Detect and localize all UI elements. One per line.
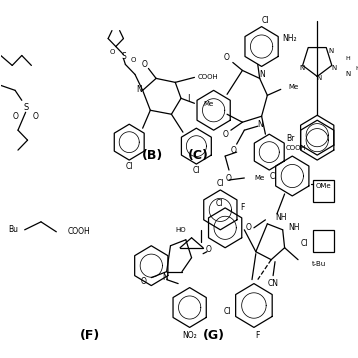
Text: (F): (F) xyxy=(80,329,100,342)
Text: O: O xyxy=(142,60,147,69)
Text: NH₂: NH₂ xyxy=(283,34,297,43)
Text: (B): (B) xyxy=(142,149,163,161)
Text: O: O xyxy=(222,130,228,139)
Text: Me: Me xyxy=(289,84,299,90)
Text: COOH: COOH xyxy=(198,74,218,81)
Text: Cl: Cl xyxy=(217,179,224,188)
Text: O: O xyxy=(109,49,115,55)
Text: S: S xyxy=(23,103,28,112)
Text: Cl: Cl xyxy=(300,239,308,248)
Text: I: I xyxy=(188,94,190,103)
Text: H: H xyxy=(355,66,358,71)
Bar xyxy=(313,180,334,202)
Text: COOH: COOH xyxy=(286,145,306,151)
Text: F: F xyxy=(240,203,245,212)
Text: HO: HO xyxy=(175,227,186,233)
Text: N: N xyxy=(328,48,333,53)
Text: O: O xyxy=(224,53,230,62)
Text: Cl: Cl xyxy=(193,165,200,175)
Text: NH: NH xyxy=(289,223,300,232)
Text: N: N xyxy=(332,66,337,72)
Text: NH: NH xyxy=(275,213,286,222)
Text: Bu: Bu xyxy=(8,225,18,234)
Text: N: N xyxy=(345,71,350,77)
Bar xyxy=(313,230,334,252)
Text: H: H xyxy=(345,56,350,61)
Text: OMe: OMe xyxy=(315,183,331,189)
Text: Cl: Cl xyxy=(262,16,269,25)
Text: t-Bu: t-Bu xyxy=(311,261,326,267)
Text: Me: Me xyxy=(254,175,264,181)
Text: N: N xyxy=(162,273,168,282)
Text: (G): (G) xyxy=(203,329,224,342)
Text: O: O xyxy=(245,223,251,232)
Text: CN: CN xyxy=(267,279,279,288)
Text: Cl: Cl xyxy=(216,199,223,208)
Text: N: N xyxy=(316,76,322,81)
Text: O: O xyxy=(231,146,237,155)
Text: Me: Me xyxy=(203,101,213,107)
Text: Cl: Cl xyxy=(269,171,277,180)
Text: N: N xyxy=(257,120,262,129)
Text: O: O xyxy=(206,245,212,254)
Text: O: O xyxy=(141,277,146,286)
Text: S: S xyxy=(121,52,126,61)
Text: N: N xyxy=(299,66,305,72)
Text: COOH: COOH xyxy=(68,227,91,236)
Text: F: F xyxy=(256,331,260,340)
Text: NO₂: NO₂ xyxy=(182,331,197,340)
Text: O: O xyxy=(32,112,38,121)
Text: Cl: Cl xyxy=(223,307,231,316)
Text: Cl: Cl xyxy=(125,161,133,170)
Text: O: O xyxy=(130,58,136,63)
Text: N: N xyxy=(136,85,142,94)
Text: (C): (C) xyxy=(188,149,209,161)
Text: O: O xyxy=(226,174,232,183)
Text: O: O xyxy=(13,112,19,121)
Text: N: N xyxy=(260,70,265,79)
Text: Br: Br xyxy=(286,134,295,142)
